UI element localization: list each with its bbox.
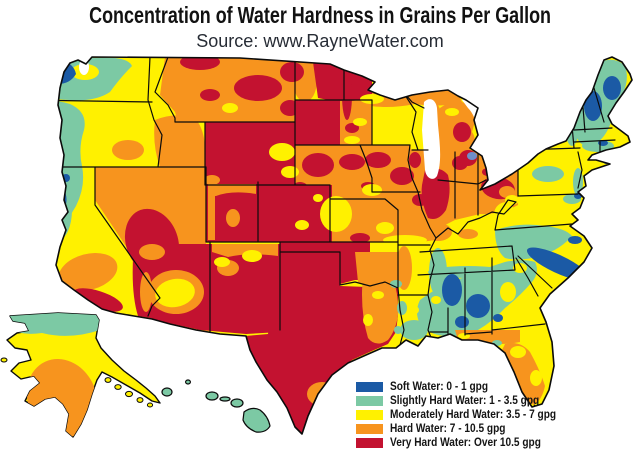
legend-row: Moderately Hard Water: 3.5 - 7 gpg: [356, 408, 579, 421]
lake-michigan: [422, 99, 441, 179]
moderately-hard-accents: [71, 64, 606, 394]
source-caption: Source: www.RayneWater.com: [196, 31, 444, 51]
island-small: [185, 379, 192, 385]
contiguous-us-outline: [55, 56, 633, 435]
legend-swatch-hard: [356, 423, 383, 434]
legend-label: Moderately Hard Water: 3.5 - 7 gpg: [390, 408, 557, 421]
state-borders: [56, 57, 616, 346]
saginaw-bay-patch: [467, 152, 477, 160]
island-hawaii: [242, 407, 271, 433]
legend-row: Hard Water: 7 - 10.5 gpg: [356, 422, 579, 435]
legend-row: Slightly Hard Water: 1 - 3.5 gpg: [356, 394, 579, 407]
legend-label: Hard Water: 7 - 10.5 gpg: [390, 422, 506, 435]
alaska-panhandle-islands: [0, 357, 154, 408]
legend-label: Soft Water: 0 - 1 gpg: [390, 380, 489, 393]
island-maui: [230, 398, 244, 408]
legend-swatch-slightly-hard: [356, 395, 383, 406]
legend-swatch-soft: [356, 381, 383, 392]
slightly-hard-accents: [390, 280, 502, 346]
legend-row: Soft Water: 0 - 1 gpg: [356, 380, 579, 393]
alaska-north-slightly-hard: [7, 313, 102, 336]
island-kauai: [161, 387, 173, 397]
alaska: [0, 312, 161, 438]
legend-label: Slightly Hard Water: 1 - 3.5 gpg: [390, 394, 540, 407]
island-oahu: [205, 391, 219, 401]
legend: Soft Water: 0 - 1 gpg Slightly Hard Wate…: [356, 380, 579, 450]
island-molokai: [219, 396, 231, 402]
hawaii: [161, 379, 271, 433]
legend-label: Very Hard Water: Over 10.5 gpg: [390, 436, 541, 449]
legend-swatch-moderately-hard: [356, 409, 383, 420]
legend-row: Very Hard Water: Over 10.5 gpg: [356, 436, 579, 449]
legend-swatch-very-hard: [356, 437, 383, 448]
page-title: Concentration of Water Hardness in Grain…: [89, 2, 551, 28]
